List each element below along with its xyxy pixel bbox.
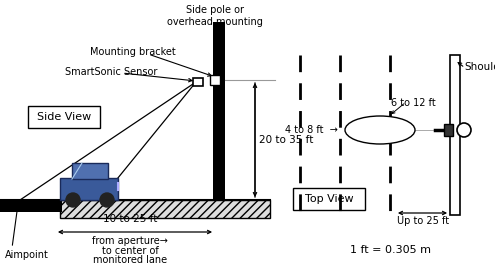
Bar: [72, 163, 108, 179]
Bar: [450, 55, 460, 215]
Text: 4 to 8 ft  →: 4 to 8 ft →: [285, 125, 338, 135]
Text: Side pole or
overhead mounting: Side pole or overhead mounting: [167, 5, 263, 27]
Bar: [193, 78, 203, 86]
FancyBboxPatch shape: [28, 106, 100, 128]
Text: 10 to 25 ft: 10 to 25 ft: [103, 214, 157, 224]
Text: monitored lane: monitored lane: [93, 255, 167, 264]
Text: Side View: Side View: [37, 112, 91, 122]
FancyBboxPatch shape: [293, 188, 365, 210]
Text: 20 to 35 ft: 20 to 35 ft: [259, 135, 313, 145]
Bar: [213, 22, 225, 200]
Text: Shoulder: Shoulder: [464, 62, 495, 72]
Bar: [60, 178, 118, 200]
Text: Mounting bracket: Mounting bracket: [90, 47, 176, 57]
Circle shape: [100, 193, 114, 207]
Circle shape: [457, 123, 471, 137]
Bar: [60, 200, 270, 218]
Circle shape: [66, 193, 80, 207]
Text: 6 to 12 ft: 6 to 12 ft: [391, 98, 436, 108]
Bar: [0, 200, 62, 212]
Text: Up to 25 ft: Up to 25 ft: [397, 216, 449, 226]
Bar: [210, 75, 220, 85]
Text: Top View: Top View: [305, 194, 353, 204]
Text: SmartSonic Sensor: SmartSonic Sensor: [65, 67, 157, 77]
Bar: [444, 124, 453, 136]
Text: Aimpoint: Aimpoint: [5, 250, 49, 260]
Text: to center of: to center of: [101, 246, 158, 256]
Text: 1 ft = 0.305 m: 1 ft = 0.305 m: [349, 245, 431, 255]
Text: from aperture→: from aperture→: [92, 236, 168, 246]
Ellipse shape: [345, 116, 415, 144]
